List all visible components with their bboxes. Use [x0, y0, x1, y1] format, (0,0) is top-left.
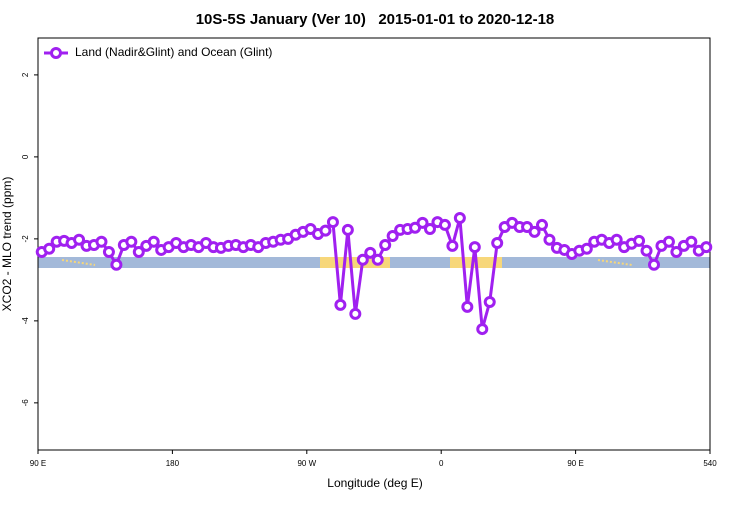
data-point — [468, 241, 481, 254]
data-point — [536, 218, 548, 231]
data-point — [349, 307, 362, 320]
data-point — [438, 218, 451, 231]
y-axis-label: XCO2 - MLO trend (ppm) — [0, 177, 14, 312]
data-point — [662, 235, 675, 248]
x-tick-label: 90 E — [567, 459, 583, 468]
data-point — [364, 246, 377, 259]
data-point — [483, 296, 496, 309]
data-point — [132, 245, 145, 258]
data-point — [685, 235, 698, 248]
data-point — [543, 233, 556, 246]
data-point — [610, 233, 623, 246]
map-islands — [597, 259, 633, 266]
chart-title: 10S-5S January (Ver 10) 2015-01-01 to 20… — [196, 11, 555, 28]
data-point — [461, 300, 474, 313]
series-line — [41, 217, 707, 330]
data-point — [416, 216, 429, 229]
x-tick-label: 540 — [703, 459, 717, 468]
data-point — [326, 216, 339, 229]
data-point — [147, 235, 160, 248]
data-point — [95, 235, 108, 248]
data-point — [670, 245, 683, 258]
data-point — [43, 242, 56, 255]
map-islands — [61, 259, 96, 266]
y-tick-label: -4 — [21, 317, 30, 325]
y-tick-label: 2 — [21, 72, 30, 77]
data-point — [424, 223, 436, 236]
data-point — [379, 239, 392, 252]
x-tick-label: 180 — [166, 459, 180, 468]
data-point — [528, 225, 541, 238]
data-point — [386, 230, 399, 243]
data-point — [700, 241, 713, 254]
data-point — [334, 298, 347, 311]
legend-marker — [50, 47, 62, 59]
data-point — [125, 235, 138, 248]
data-point — [102, 245, 115, 258]
data-point — [446, 239, 459, 252]
data-point — [73, 233, 86, 246]
data-point — [580, 242, 593, 255]
legend-label: Land (Nadir&Glint) and Ocean (Glint) — [75, 45, 272, 59]
y-tick-label: -6 — [21, 399, 30, 407]
data-point — [110, 258, 123, 271]
data-point — [633, 234, 646, 247]
data-point — [491, 236, 504, 249]
data-point — [453, 211, 466, 224]
x-tick-label: 90 W — [297, 459, 316, 468]
x-axis-label: Longitude (deg E) — [327, 476, 422, 490]
data-point — [640, 244, 653, 257]
data-point — [648, 258, 660, 271]
data-point — [371, 253, 384, 266]
x-tick-label: 0 — [439, 459, 444, 468]
x-tick-label: 90 E — [30, 459, 46, 468]
data-point — [476, 323, 489, 336]
y-tick-label: -2 — [21, 235, 30, 243]
data-point — [356, 253, 369, 266]
data-point — [319, 224, 332, 237]
y-tick-label: 0 — [21, 154, 30, 159]
map-land — [320, 257, 390, 268]
data-point — [341, 223, 354, 236]
